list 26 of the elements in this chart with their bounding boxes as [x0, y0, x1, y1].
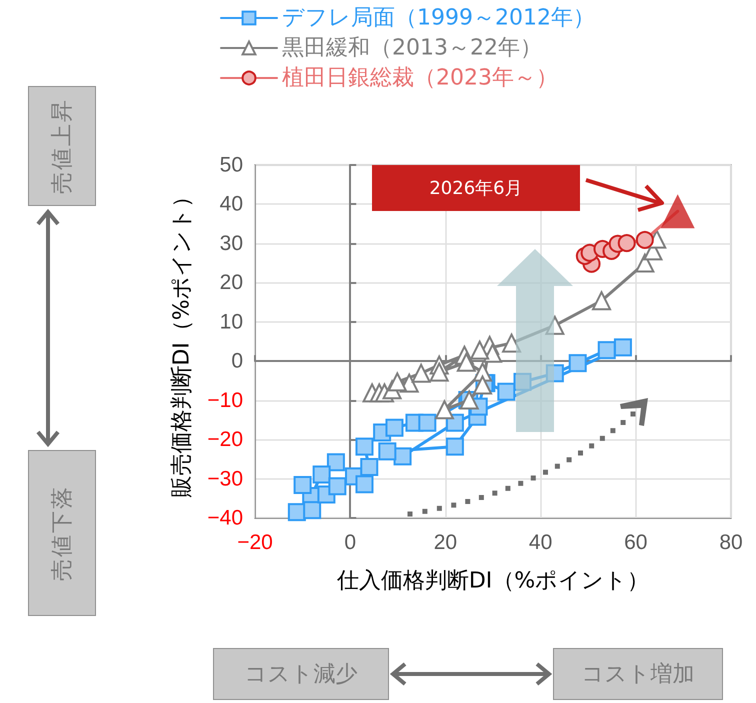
y-tick-label: 30: [220, 232, 243, 255]
text: 売値下落: [49, 485, 76, 581]
legend-label: 植田日銀総裁（2023年～）: [282, 66, 558, 90]
y-tick-label: 50: [220, 154, 243, 176]
y-tick-label: 40: [220, 192, 243, 216]
text: 売値上昇: [49, 98, 76, 194]
x-tick-label: 0: [344, 531, 356, 554]
x-tick-label: 20: [434, 531, 458, 554]
legend-label: 黒田緩和（2013～22年）: [282, 36, 542, 60]
y-axis-title: 販売価格判断DI（%ポイント）: [170, 185, 194, 498]
y-tick-label: 20: [220, 271, 243, 294]
x-tick-label: −20: [237, 531, 273, 554]
text: コスト増加: [582, 661, 694, 689]
y-tick-label: −40: [207, 506, 243, 530]
legend-label: デフレ局面（1999～2012年）: [282, 6, 595, 30]
y-tick-label: 10: [220, 310, 243, 334]
x-tick-label: 60: [624, 531, 648, 554]
annotation: 2026年6月: [429, 177, 523, 200]
y-tick-label: −20: [207, 428, 243, 452]
y-tick-label: −30: [207, 467, 243, 490]
text: コスト減少: [244, 661, 358, 689]
x-tick-label: 40: [528, 531, 552, 554]
x-axis-title: 仕入価格判断DI（%ポイント）: [336, 568, 650, 594]
y-tick-label: −10: [207, 388, 243, 412]
x-tick-label: 80: [719, 531, 743, 554]
y-tick-label: 0: [231, 350, 243, 373]
